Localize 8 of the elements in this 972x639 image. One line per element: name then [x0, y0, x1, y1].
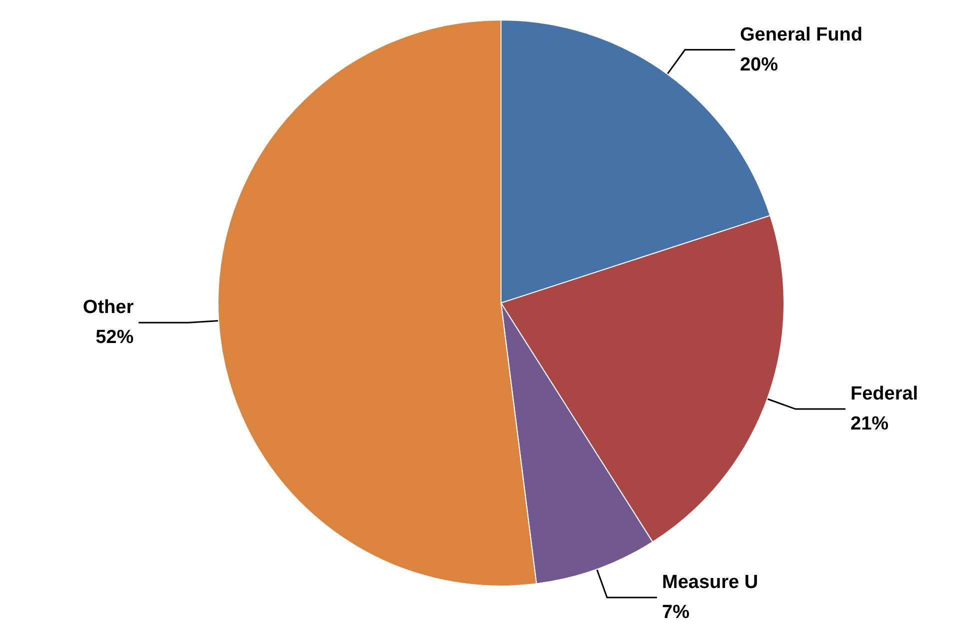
- data-label: 21%: [850, 414, 889, 435]
- slice-label: Other: [82, 297, 134, 318]
- data-label: 7%: [662, 602, 690, 623]
- data-label: 52%: [96, 327, 134, 348]
- slice-label: Federal: [850, 384, 918, 405]
- slice-label: General Fund: [740, 24, 862, 46]
- slice-label: Measure U: [662, 572, 758, 593]
- data-label: 20%: [740, 54, 778, 76]
